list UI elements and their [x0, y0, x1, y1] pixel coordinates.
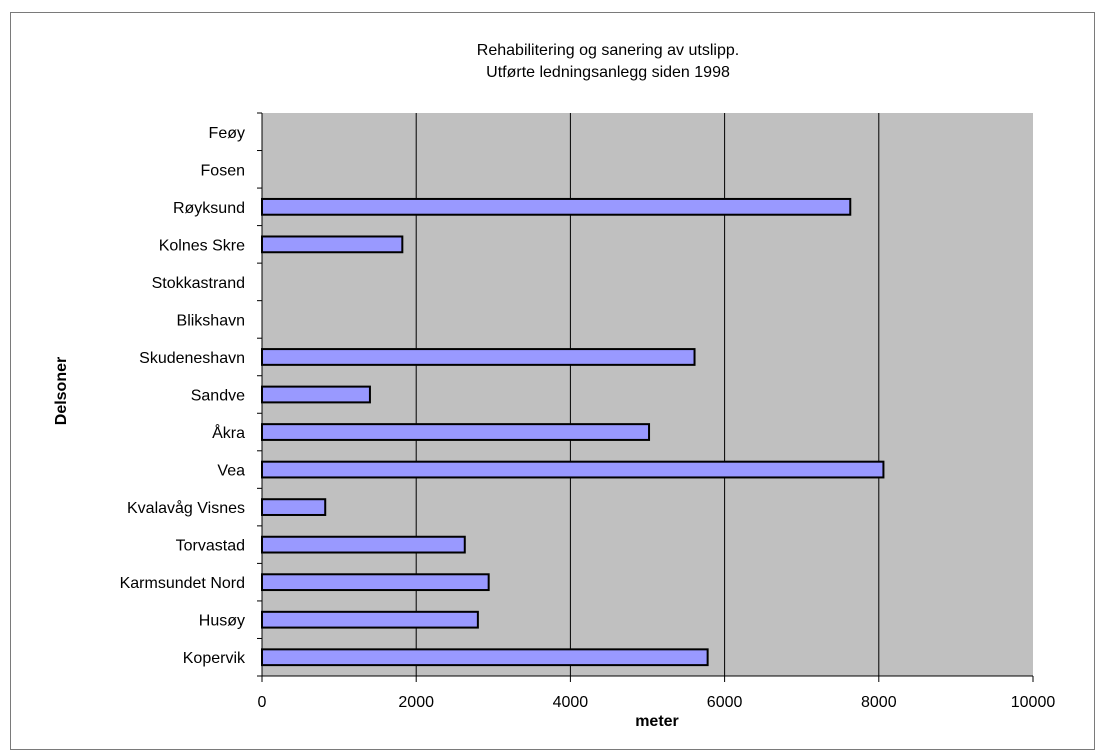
- bar-8: [261, 348, 696, 366]
- category-label: Blikshavn: [177, 312, 245, 329]
- category-label: Kolnes Skre: [159, 237, 245, 254]
- x-tick-label: 4000: [553, 694, 589, 711]
- x-tick-label: 6000: [707, 694, 743, 711]
- bar-3: [261, 535, 466, 554]
- category-label: Karmsundet Nord: [120, 575, 245, 592]
- category-label: Sandve: [191, 388, 245, 405]
- bar-5: [261, 460, 885, 479]
- x-tick-label: 0: [258, 694, 267, 711]
- bar-1: [261, 610, 479, 629]
- category-label: Kvalavåg Visnes: [127, 499, 245, 517]
- category-label: Vea: [217, 463, 245, 480]
- category-label: Feøy: [209, 125, 245, 142]
- x-tick-label: 10000: [1011, 694, 1056, 711]
- category-label: Åkra: [212, 423, 245, 442]
- bar-12: [261, 197, 852, 216]
- bar-6: [261, 423, 651, 441]
- bar-11: [261, 235, 404, 254]
- category-label: Skudeneshavn: [139, 350, 245, 367]
- x-axis-ticks: 0 2000 4000 6000 8000 10000: [258, 676, 1056, 711]
- plot-area: [262, 113, 1033, 676]
- x-axis-title: meter: [635, 713, 679, 730]
- x-tick-label: 8000: [861, 694, 897, 711]
- bar-2: [261, 573, 490, 592]
- category-label: Fosen: [201, 162, 245, 179]
- x-tick-label: 2000: [398, 694, 434, 711]
- category-label: Husøy: [199, 613, 245, 630]
- bar-series: [261, 197, 885, 667]
- bar-7: [261, 385, 371, 404]
- y-axis-ticks: [257, 112, 262, 677]
- category-labels: Kopervik Husøy Karmsundet Nord Torvastad Kva…: [120, 125, 246, 667]
- bar-4: [261, 498, 327, 516]
- category-label: Røyksund: [173, 200, 245, 217]
- chart-title-line-1: Rehabilitering og sanering av utslipp.: [477, 42, 739, 59]
- category-label: Torvastad: [176, 538, 245, 555]
- bar-0: [261, 648, 709, 667]
- y-axis-title: Delsoner: [53, 357, 70, 425]
- category-label: Stokkastrand: [152, 275, 245, 292]
- chart-title-line-2: Utførte ledningsanlegg siden 1998: [486, 64, 730, 81]
- category-label: Kopervik: [183, 650, 246, 667]
